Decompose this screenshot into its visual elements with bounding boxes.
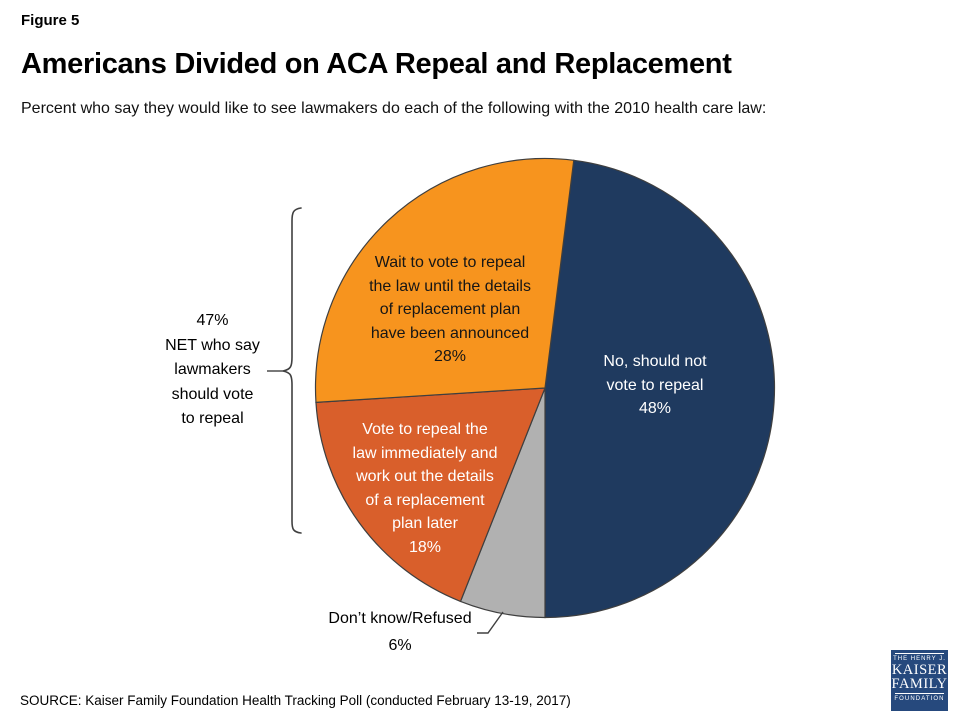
- kff-logo: THE HENRY J. KAISER FAMILY FOUNDATION: [891, 650, 948, 711]
- slice-label-dont-know: Don’t know/Refused 6%: [328, 610, 472, 654]
- logo-family-line: FAMILY: [891, 676, 948, 692]
- dont-know-connector-line: [477, 611, 504, 634]
- net-annotation: 47% NET who say lawmakers should vote to…: [165, 312, 260, 427]
- slice-label-repeal-immediately: Vote to repeal the law immediately and w…: [352, 421, 498, 556]
- pie-slices: [314, 157, 776, 619]
- logo-top-rule: [895, 653, 944, 654]
- source-line: SOURCE: Kaiser Family Foundation Health …: [20, 693, 571, 708]
- logo-foundation-line: FOUNDATION: [894, 696, 945, 702]
- logo-henry-line: THE HENRY J.: [893, 656, 946, 662]
- slice-label-no-repeal: No, should not vote to repeal 48%: [603, 353, 707, 417]
- figure-label: Figure 5: [21, 12, 80, 29]
- pie-slice-repeal-immediately: [315, 387, 546, 603]
- pie-slice-wait-to-vote: [314, 157, 575, 404]
- slice-label-wait-to-vote: Wait to vote to repeal the law until the…: [369, 254, 531, 365]
- page-title: Americans Divided on ACA Repeal and Repl…: [21, 48, 732, 80]
- subtitle: Percent who say they would like to see l…: [21, 100, 767, 117]
- logo-bottom-rule: [895, 693, 944, 694]
- pie-slice-no-repeal: [544, 159, 776, 619]
- logo-kaiser-line: KAISER: [891, 662, 948, 678]
